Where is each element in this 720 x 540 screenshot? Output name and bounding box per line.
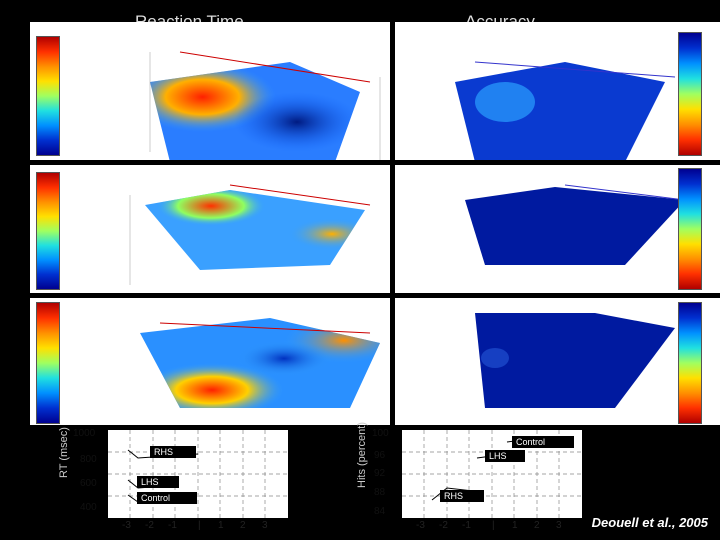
rt-xtick: 2 <box>240 520 246 531</box>
rt-series-label-control: Control <box>137 492 197 504</box>
citation: Deouell et al., 2005 <box>591 515 708 530</box>
acc-xtick: -2 <box>439 520 448 531</box>
rt-xtick: -2 <box>145 520 154 531</box>
rt-series-label-lhs: LHS <box>137 476 179 488</box>
acc-surface-2 <box>395 165 720 293</box>
rt-colorbar-2 <box>36 172 60 290</box>
rt-line-chart <box>108 430 288 518</box>
rt-line-chart-plot <box>108 430 288 518</box>
rt-ytick: 400 <box>80 502 97 513</box>
acc-chart-ylabel: Hits (percent) <box>356 421 368 488</box>
rt-surface-2 <box>30 165 390 293</box>
acc-colorbar-3 <box>678 302 702 424</box>
acc-ytick: 96 <box>374 450 386 461</box>
acc-surface-1-plot <box>455 61 676 160</box>
acc-series-label-control: Control <box>512 436 574 448</box>
acc-xtick: 3 <box>556 520 562 531</box>
acc-ytick: 100 <box>372 428 389 439</box>
rt-series-label-rhs: RHS <box>150 446 196 458</box>
rt-chart-ylabel: RT (msec) <box>58 427 70 478</box>
rt-surface-2-plot <box>129 184 371 285</box>
acc-xtick: 2 <box>534 520 540 531</box>
rt-surface-3 <box>30 298 390 425</box>
rt-surface-1 <box>30 22 390 160</box>
acc-xtick: | <box>492 520 495 531</box>
rt-xtick: | <box>198 520 201 531</box>
acc-series-label-rhs: RHS <box>440 490 484 502</box>
rt-surface-1-plot <box>149 51 381 160</box>
acc-xtick: -1 <box>462 520 471 531</box>
acc-surface-3-plot <box>475 313 675 408</box>
rt-ytick: 600 <box>80 478 97 489</box>
rt-colorbar-3 <box>36 302 60 424</box>
rt-xtick: -1 <box>168 520 177 531</box>
acc-xtick: -3 <box>416 520 425 531</box>
rt-xtick: -3 <box>122 520 131 531</box>
rt-ytick: 1000 <box>73 428 96 439</box>
acc-surface-2-plot <box>465 184 686 265</box>
acc-colorbar-1 <box>678 32 702 156</box>
acc-surface-1 <box>395 22 720 160</box>
rt-xtick: 3 <box>262 520 268 531</box>
acc-colorbar-2 <box>678 168 702 290</box>
acc-ytick: 88 <box>374 487 386 498</box>
rt-colorbar-1 <box>36 36 60 156</box>
acc-line-chart <box>402 430 582 518</box>
acc-xtick: 1 <box>512 520 518 531</box>
acc-ytick: 84 <box>374 506 386 517</box>
acc-surface-3 <box>395 298 720 425</box>
rt-surface-3-plot <box>140 318 380 408</box>
rt-xtick: 1 <box>218 520 224 531</box>
rt-ytick: 800 <box>80 454 97 465</box>
acc-series-label-lhs: LHS <box>485 450 525 462</box>
acc-ytick: 92 <box>374 468 386 479</box>
